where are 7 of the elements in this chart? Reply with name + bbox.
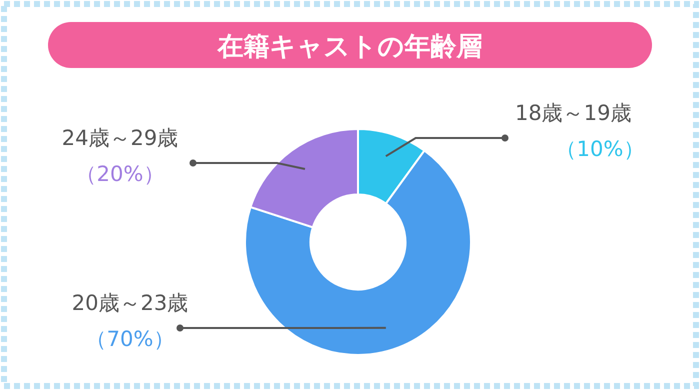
- slice-label: 24歳～29歳: [62, 126, 178, 150]
- chart-title: 在籍キャストの年齢層: [216, 32, 482, 62]
- slice-label: 20歳～23歳: [72, 291, 188, 315]
- data-label: （70%）: [86, 327, 174, 351]
- slice-label: 18歳～19歳: [515, 101, 632, 125]
- data-label: （20%）: [76, 162, 164, 186]
- data-label: （10%）: [556, 137, 644, 161]
